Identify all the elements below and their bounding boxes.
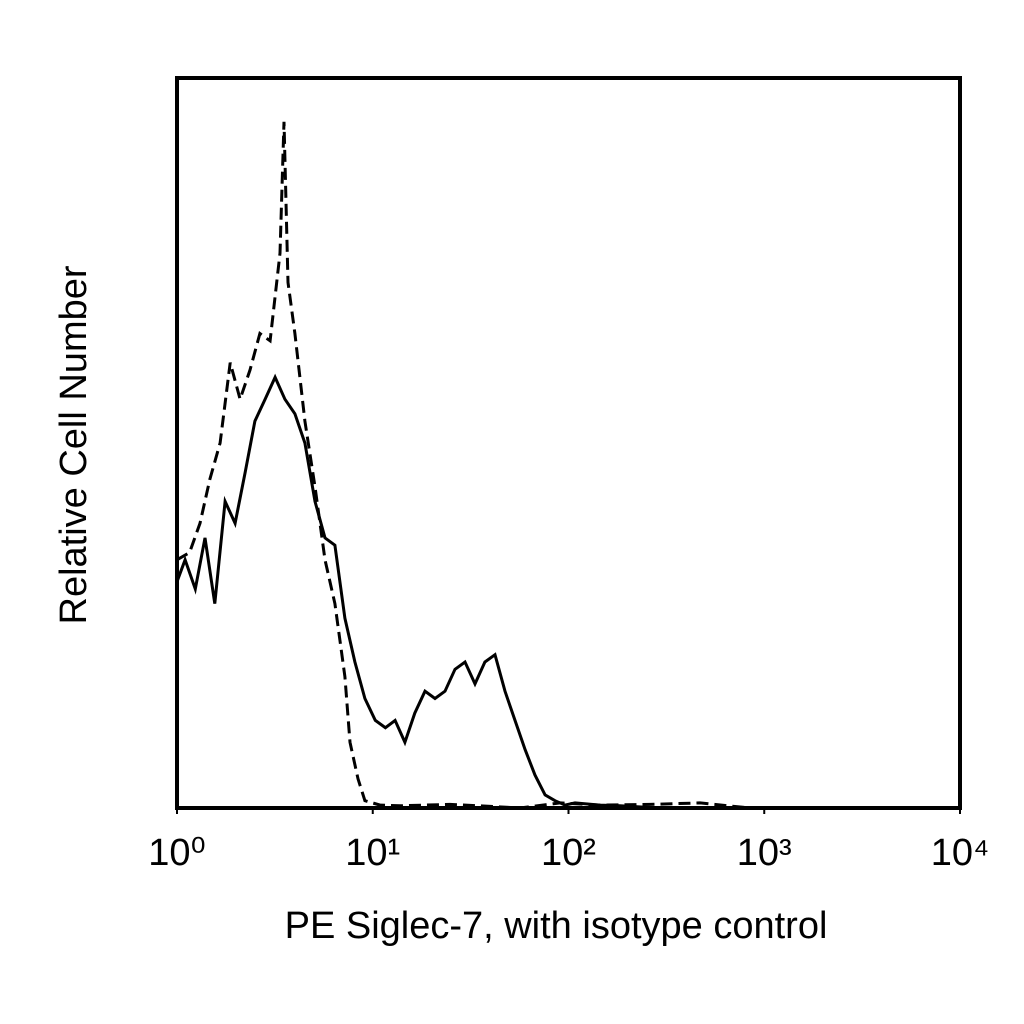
x-tick-label: 10⁰ xyxy=(148,832,206,874)
x-tick-label: 10² xyxy=(541,832,596,874)
plot-frame xyxy=(175,76,962,810)
histogram-line xyxy=(176,121,960,810)
x-axis-label: PE Siglec-7, with isotype control xyxy=(285,905,828,947)
x-tick-label: 10³ xyxy=(737,832,792,874)
x-tick-label: 10⁴ xyxy=(931,832,990,874)
y-axis-label: Relative Cell Number xyxy=(53,265,95,624)
x-tick-label: 10¹ xyxy=(345,832,400,874)
histogram-line xyxy=(175,373,960,810)
